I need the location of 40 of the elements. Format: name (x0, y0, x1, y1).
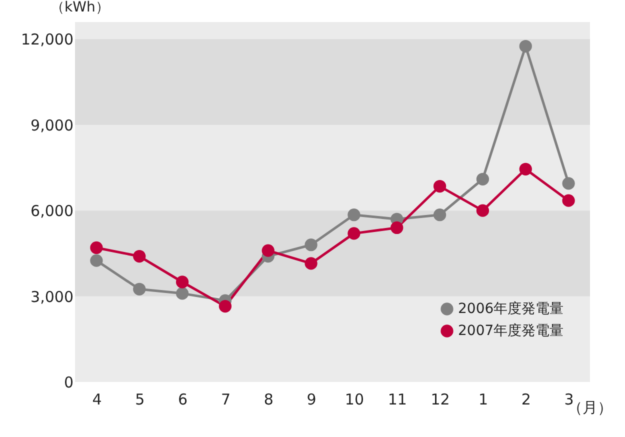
point (562, 177, 575, 190)
x-tick-label: 8 (264, 390, 274, 408)
point (133, 250, 146, 263)
point (90, 254, 103, 267)
x-tick-label: 7 (220, 390, 230, 408)
point (90, 241, 103, 254)
point (304, 238, 318, 252)
point (218, 300, 232, 313)
point (476, 172, 490, 186)
point (348, 227, 360, 240)
y-tick-label: 12,000 (21, 30, 74, 49)
point (390, 221, 404, 234)
point (304, 257, 318, 270)
point (176, 287, 189, 300)
x-tick-label: 9 (306, 390, 316, 408)
point (433, 180, 446, 193)
point (476, 204, 490, 217)
x-tick-label: 4 (92, 390, 102, 408)
point (519, 162, 532, 176)
x-tick-label: 1 (478, 390, 488, 408)
x-tick-label: 10 (344, 390, 364, 408)
x-tick-label: 2 (521, 390, 531, 408)
point (519, 40, 532, 53)
legend-label: 2006年度発電量 (458, 301, 564, 317)
y-tick-label: 3,000 (30, 288, 74, 306)
y-tick-label: 6,000 (30, 202, 74, 220)
point (133, 282, 146, 296)
y-axis-title: （kWh） (50, 0, 110, 16)
point (562, 194, 575, 207)
point (433, 208, 446, 222)
legend-label: 2007年度発電量 (458, 323, 564, 339)
x-tick-label: 11 (388, 390, 407, 408)
point (176, 276, 189, 288)
x-tick-label: 6 (178, 390, 188, 408)
x-tick-label: 5 (135, 390, 145, 408)
y-tick-label: 9,000 (30, 116, 74, 134)
point (262, 244, 274, 257)
point (348, 208, 360, 222)
x-tick-label: 12 (430, 390, 450, 408)
y-tick-label: 0 (64, 374, 74, 392)
